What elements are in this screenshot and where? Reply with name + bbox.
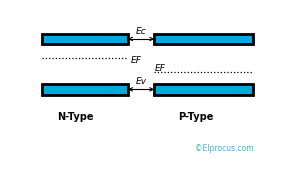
Text: EF: EF	[131, 56, 142, 65]
Text: Ec: Ec	[136, 27, 147, 36]
Bar	[42, 33, 128, 44]
Text: EF: EF	[154, 64, 165, 73]
Bar	[42, 84, 128, 95]
Text: N-Type: N-Type	[57, 112, 93, 122]
Text: Ev: Ev	[135, 77, 147, 86]
Text: ©Elprocus.com: ©Elprocus.com	[195, 144, 253, 153]
Bar	[154, 33, 253, 44]
Text: P-Type: P-Type	[178, 112, 214, 122]
Bar	[154, 84, 253, 95]
